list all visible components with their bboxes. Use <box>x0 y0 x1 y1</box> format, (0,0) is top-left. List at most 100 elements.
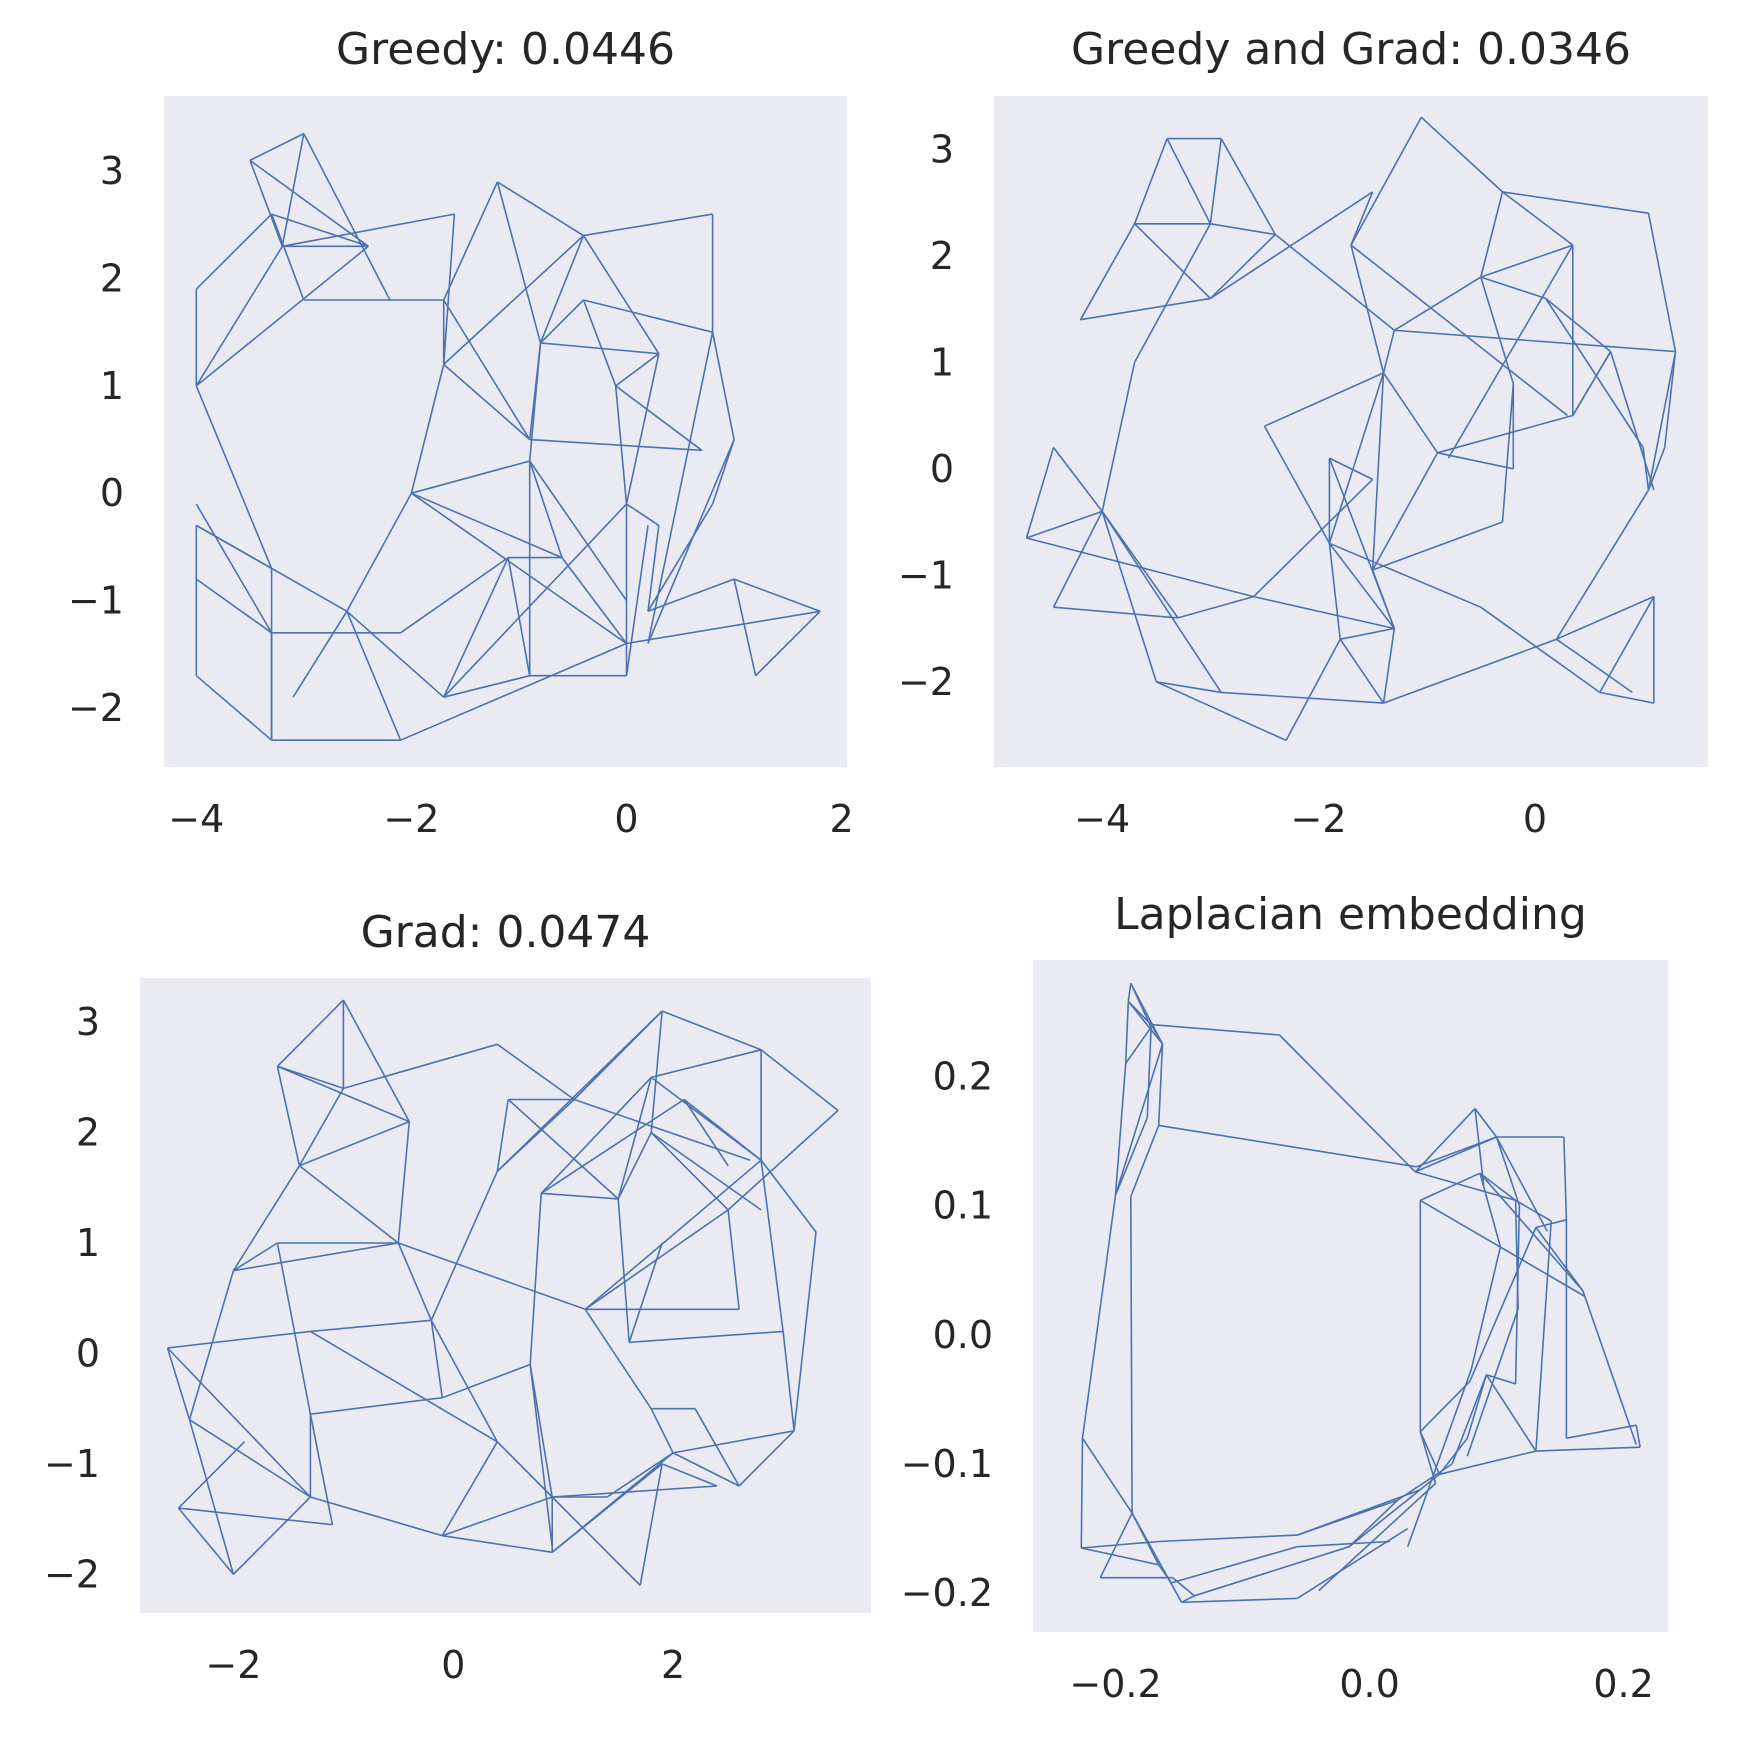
graph-edge <box>1328 372 1385 544</box>
graph-edge <box>1582 1290 1638 1445</box>
plot-area <box>1033 960 1668 1632</box>
graph-edge <box>1419 1431 1437 1484</box>
graph-edge <box>584 1209 729 1310</box>
graph-edge <box>1566 1424 1637 1439</box>
graph-edge <box>1480 276 1546 300</box>
y-tick-label: 0 <box>100 471 124 515</box>
y-tick-label: −0.2 <box>901 1571 993 1615</box>
graph-edge <box>1127 983 1132 1002</box>
x-tick-label: −4 <box>1074 797 1130 841</box>
graph-edge <box>1158 1124 1417 1168</box>
graph-edge <box>1382 330 1396 374</box>
graph-edge <box>1419 1431 1441 1475</box>
graph-edge <box>529 1364 553 1498</box>
graph-edge <box>410 492 627 645</box>
graph-edge <box>232 1242 278 1272</box>
graph-edge <box>1221 691 1384 704</box>
graph-edge <box>583 299 713 333</box>
graph-edge <box>647 439 735 644</box>
graph-edge <box>281 133 305 247</box>
graph-edge <box>309 1414 334 1525</box>
graph-edge <box>195 578 273 634</box>
graph-edge <box>346 610 445 698</box>
graph-edge <box>1414 1108 1476 1173</box>
graph-edge <box>195 675 273 741</box>
graph-edge <box>1114 1117 1149 1196</box>
graph-edge <box>584 1308 652 1410</box>
graph-edge <box>540 342 659 355</box>
y-tick-label: 2 <box>100 257 124 301</box>
subplot-title: Grad: 0.0474 <box>361 907 651 958</box>
graph-edge <box>1156 681 1222 694</box>
graph-edge <box>1220 138 1276 235</box>
graph-edge <box>1371 569 1396 629</box>
y-tick-label: 0.1 <box>933 1184 993 1228</box>
graph-edge <box>1416 1136 1497 1168</box>
graph-edge <box>1131 1512 1160 1566</box>
graph-edge <box>672 1430 795 1454</box>
graph-edge <box>582 235 660 355</box>
graph-edge <box>727 1209 740 1310</box>
graph-edge <box>1599 596 1655 693</box>
graph-edge <box>442 557 509 698</box>
graph-edge <box>309 1330 498 1443</box>
graph-edge <box>397 1121 411 1244</box>
y-tick-label: −2 <box>44 1552 100 1596</box>
y-tick-label: 0 <box>76 1331 100 1375</box>
graph-edge <box>1394 329 1676 353</box>
graph-edge <box>1572 351 1612 416</box>
graph-edge <box>189 1419 311 1498</box>
graph-edge <box>529 1193 542 1365</box>
graph-edge <box>711 332 735 440</box>
graph-edge <box>683 1098 762 1161</box>
graph-edge <box>1134 223 1211 299</box>
graph-edge <box>614 385 628 505</box>
graph-edge <box>1328 543 1341 640</box>
graph-edge <box>443 299 531 441</box>
graph-edge <box>496 1099 509 1172</box>
graph-edge <box>496 181 542 344</box>
graph-edge <box>1274 233 1395 331</box>
x-tick-label: −4 <box>168 797 224 841</box>
graph-edge <box>1480 276 1515 384</box>
graph-edge <box>573 1098 751 1161</box>
graph-edge <box>551 1496 641 1586</box>
graph-edge <box>1155 681 1287 742</box>
x-tick-label: 0.2 <box>1593 1662 1653 1706</box>
graph-edge <box>342 999 411 1122</box>
graph-edge <box>282 213 455 248</box>
graph-edge <box>647 525 660 612</box>
graph-edge <box>626 503 660 527</box>
graph-edge <box>1099 1512 1133 1579</box>
y-tick-label: 1 <box>100 364 124 408</box>
graph-edge <box>1350 191 1374 246</box>
graph-edge <box>195 213 273 290</box>
graph-edge <box>249 132 305 162</box>
graph-edge <box>276 999 344 1067</box>
graph-edge <box>551 1463 663 1553</box>
graph-edge <box>629 1330 784 1344</box>
graph-edge <box>298 1165 399 1244</box>
graph-edge <box>1451 1374 1488 1465</box>
graph-edge <box>233 1242 399 1272</box>
graph-edge <box>1479 1172 1517 1202</box>
graph-edge <box>1150 1024 1164 1045</box>
graph-edge <box>529 438 702 452</box>
graph-edge <box>1127 1000 1164 1045</box>
graph-edge <box>1278 1034 1416 1173</box>
subplot-4: Laplacian embedding −0.2 0.0 0.2 −0.2 −0.1 0.0… <box>901 889 1668 1706</box>
x-tick-label: −2 <box>1291 797 1347 841</box>
graph-edge <box>1647 447 1666 491</box>
graph-edge <box>529 1364 553 1547</box>
graph-edge <box>1329 457 1373 481</box>
graph-edge <box>1447 244 1574 459</box>
graph-edge <box>584 1159 762 1310</box>
graph-edge <box>650 1408 674 1454</box>
graph-edge <box>1609 351 1655 491</box>
graph-edge <box>1158 1534 1298 1543</box>
graph-edge <box>1371 372 1385 571</box>
graph-edge <box>1079 223 1136 321</box>
graph-edge <box>276 1242 312 1415</box>
graph-edge <box>1474 1108 1485 1187</box>
graph-edge <box>1535 1220 1552 1452</box>
